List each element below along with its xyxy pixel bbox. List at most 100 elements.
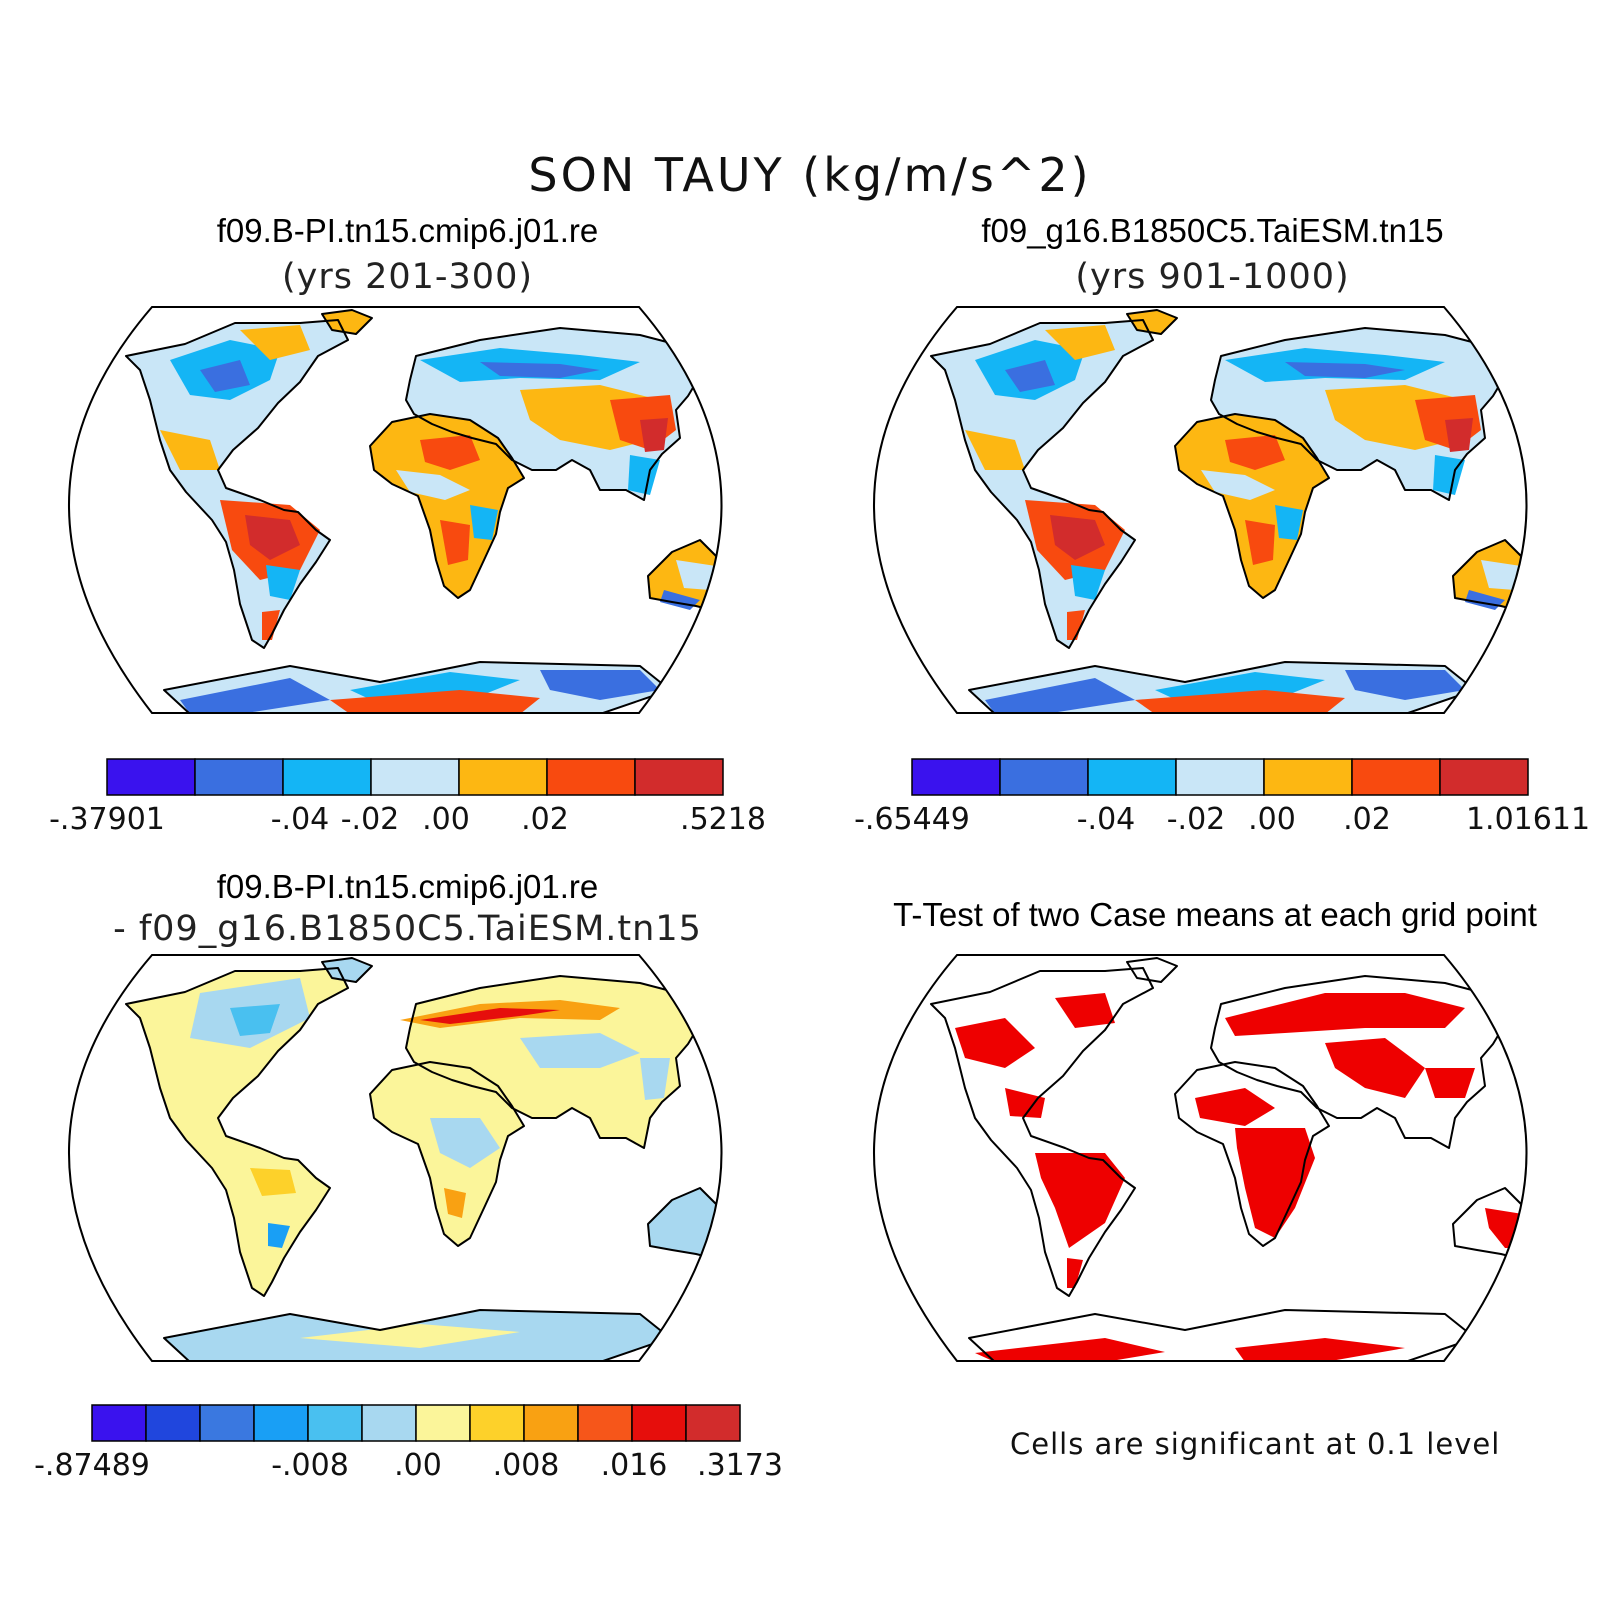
p3-field-patch [640, 1058, 670, 1100]
cb1-swatch [458, 758, 548, 796]
cb2-tick-label: -.02 [1167, 802, 1226, 837]
p3-field-patch [430, 1118, 500, 1168]
cb3-swatch [145, 1404, 201, 1442]
cb1-swatch [106, 758, 196, 796]
cb3-swatch [91, 1404, 147, 1442]
p1-field-patch [180, 678, 330, 713]
panel2-subtitle: (yrs 901-1000) [1075, 257, 1350, 297]
p3-field-patch [444, 1188, 466, 1218]
panel3-title: f09.B-PI.tn15.cmip6.j01.re [216, 868, 599, 905]
p4-field-patch [1235, 1128, 1315, 1238]
p4-field-patch [1055, 993, 1115, 1028]
p2-field-patch [1201, 470, 1275, 500]
p1-field-patch [628, 455, 660, 495]
p2-field-patch [1245, 520, 1275, 565]
p3-field-patch [520, 1033, 640, 1068]
p1-field-patch [200, 360, 250, 392]
cb1-swatch [634, 758, 724, 796]
cb3-tick-label: .016 [601, 1448, 668, 1483]
cb2-tick-label: -.04 [1077, 802, 1136, 837]
p4-field-patch [1005, 1088, 1045, 1118]
p2-map-field [930, 309, 1575, 713]
cb2-tick-label: -.65449 [854, 802, 970, 837]
panel1-title: f09.B-PI.tn15.cmip6.j01.re [216, 212, 599, 249]
cb3-tick-label: -.87489 [34, 1448, 150, 1483]
significance-note: Cells are significant at 0.1 level [1010, 1427, 1501, 1461]
p2-field-patch [1545, 606, 1575, 640]
p4-field-patch [955, 1018, 1035, 1068]
p4-field-patch [1225, 993, 1465, 1036]
p4-map-border [873, 954, 1528, 1362]
p4-field-patch [1325, 1038, 1425, 1098]
cb3-swatch [577, 1404, 633, 1442]
p2-field-patch [1445, 418, 1473, 452]
cb2-swatch [1439, 758, 1529, 796]
p1-field-patch [640, 418, 668, 452]
p1-field-patch [322, 310, 372, 334]
p1-map-border [68, 306, 723, 714]
cb1-tick-label: .00 [422, 802, 470, 837]
p2-field-patch [1275, 505, 1303, 540]
p3-map-field [125, 957, 722, 1361]
p1-field-patch [245, 515, 300, 560]
p2-field-patch [1285, 362, 1405, 378]
cb3-swatch [253, 1404, 309, 1442]
cb1-tick-label: .02 [521, 802, 569, 837]
p3-field-patch [268, 1223, 290, 1248]
cb1-swatch [370, 758, 460, 796]
panel1-subtitle: (yrs 201-300) [281, 257, 533, 297]
p2-field-patch [1345, 670, 1465, 700]
p1-field-patch [396, 470, 470, 500]
cb1-tick-label: -.37901 [49, 802, 165, 837]
p4-map-field [930, 957, 1527, 1361]
p2-field-patch [1050, 515, 1105, 560]
cb3-tick-label: .00 [394, 1448, 442, 1483]
p2-field-patch [1071, 565, 1105, 600]
cb1-swatch [546, 758, 636, 796]
panel2-title: f09_g16.B1850C5.TaiESM.tn15 [981, 212, 1444, 249]
cb3-swatch [199, 1404, 255, 1442]
cb3-swatch [469, 1404, 525, 1442]
p2-field-patch [985, 678, 1135, 713]
figure-title: SON TAUY (kg/m/s^2) [528, 148, 1092, 202]
p1-field-patch [480, 362, 600, 378]
p3-field-patch [126, 968, 348, 1296]
cb3-tick-label: .3173 [697, 1448, 783, 1483]
p4-field-patch [1195, 1088, 1275, 1126]
cb2-swatch [1263, 758, 1353, 796]
cb3-swatch [523, 1404, 579, 1442]
p2-field-patch [965, 430, 1025, 470]
p4-field-patch [1067, 1258, 1083, 1288]
p3-field-patch [648, 1188, 722, 1260]
p1-field-patch [740, 606, 770, 640]
p3-field-patch [230, 1004, 280, 1036]
p1-field-patch [676, 560, 716, 590]
p2-field-patch [1481, 560, 1521, 590]
p4-field-patch [975, 1338, 1165, 1361]
cb3-swatch [307, 1404, 363, 1442]
p2-field-patch [1045, 325, 1115, 360]
p1-field-patch [370, 414, 524, 598]
cb1-tick-label: -.04 [271, 802, 330, 837]
p1-field-patch [470, 505, 498, 540]
cb2-swatch [911, 758, 1001, 796]
p2-map-border [873, 306, 1528, 714]
p2-field-patch [1433, 455, 1465, 495]
p1-field-patch [262, 610, 280, 640]
p3-field-patch [322, 958, 372, 982]
p4-field-patch [1235, 1338, 1405, 1361]
cb2-swatch [1351, 758, 1441, 796]
cb1-tick-label: .5218 [680, 802, 766, 837]
cb2-swatch [999, 758, 1089, 796]
p3-field-patch [250, 1168, 296, 1196]
p2-field-patch [1127, 310, 1177, 334]
cb1-swatch [194, 758, 284, 796]
p3-map-border [68, 954, 723, 1362]
cb2-tick-label: .02 [1343, 802, 1391, 837]
p2-field-patch [1135, 690, 1345, 713]
cb2-swatch [1175, 758, 1265, 796]
cb3-tick-label: -.008 [271, 1448, 349, 1483]
cb2-tick-label: 1.01611 [1466, 802, 1590, 837]
p2-field-patch [1175, 414, 1329, 598]
